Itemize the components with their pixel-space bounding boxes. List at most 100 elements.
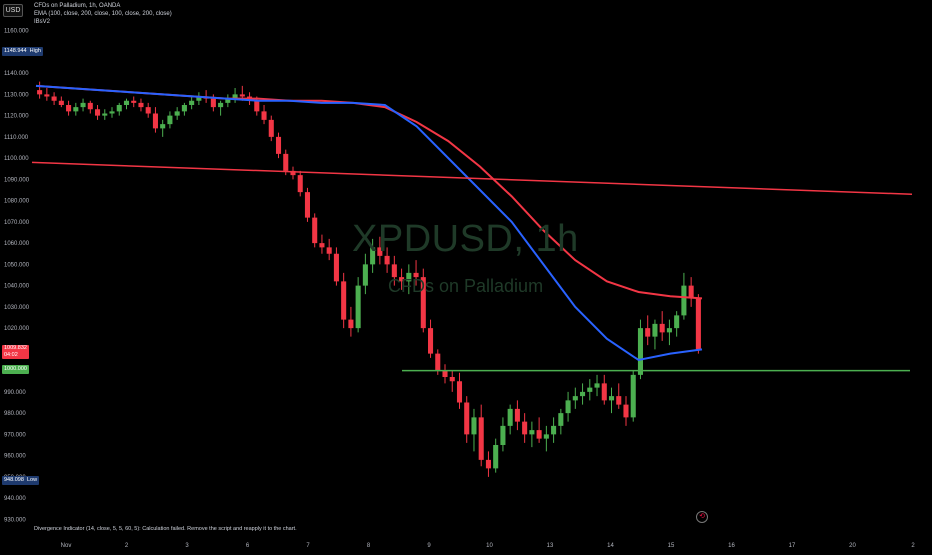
y-tick-label: 1100.000 — [4, 156, 29, 162]
candle-body — [608, 396, 615, 401]
candle-body — [616, 396, 622, 405]
candle-body — [536, 430, 542, 439]
candle-body — [370, 247, 376, 265]
candle-body — [507, 408, 513, 426]
candle-body — [580, 391, 586, 397]
candle-body — [145, 107, 151, 114]
candle-body — [623, 404, 629, 418]
ibs-indicator-label[interactable]: IBsV2 — [34, 19, 51, 25]
candle-body — [551, 425, 557, 435]
y-tick-label: 1030.000 — [4, 305, 30, 311]
candle-body — [543, 434, 549, 439]
x-tick-label: 15 — [668, 543, 675, 549]
candle-body — [493, 445, 499, 469]
currency-button[interactable]: USD — [3, 4, 23, 17]
chart-legend: CFDs on Palladium, 1h, OANDA EMA (100, c… — [34, 2, 172, 26]
candle-body — [131, 100, 137, 103]
candle-body — [275, 136, 282, 154]
x-tick-label: 14 — [607, 543, 614, 549]
candle-body — [66, 105, 72, 112]
y-tick-label: 980.000 — [4, 411, 26, 417]
candle-body — [478, 417, 484, 460]
candle-body — [572, 396, 578, 401]
candle-body — [225, 98, 231, 103]
current-value: 1009.832 — [4, 345, 27, 351]
candle-body — [565, 400, 571, 414]
x-tick-label: 17 — [789, 543, 796, 549]
candle-body — [630, 374, 636, 418]
symbol-title[interactable]: CFDs on Palladium, 1h, OANDA — [34, 3, 121, 9]
candle-body — [210, 98, 216, 108]
candle-body — [449, 377, 455, 382]
candle-body — [362, 264, 368, 286]
replay-icon[interactable]: ⟲ — [696, 511, 708, 523]
current-price-label: 1009.832 04:02 — [2, 345, 29, 359]
candle-body — [594, 383, 600, 388]
candle-body — [695, 298, 701, 350]
high-value: 1148.944 — [4, 48, 27, 54]
y-tick-label: 1060.000 — [4, 241, 30, 247]
candle-body — [500, 425, 506, 445]
candle-body — [333, 253, 339, 282]
candle-body — [522, 421, 528, 435]
candle-body — [529, 430, 535, 435]
candle-body — [420, 277, 426, 329]
ema100-line — [35, 84, 703, 362]
candle-body — [152, 113, 158, 129]
y-tick-label: 1020.000 — [4, 326, 30, 332]
ema-indicator-label[interactable]: EMA (100, close, 200, close, 100, close,… — [34, 11, 172, 17]
candle-body — [218, 102, 224, 108]
candle-body — [37, 90, 43, 95]
high-price-label: 1148.944 High — [2, 47, 43, 56]
x-tick-label: 10 — [486, 543, 493, 549]
y-tick-label: 1080.000 — [4, 199, 30, 205]
candle-body — [558, 413, 564, 426]
y-tick-label: 960.000 — [4, 454, 26, 460]
x-tick-label: 2 — [125, 543, 129, 549]
candle-body — [399, 277, 405, 282]
x-tick-label: 13 — [547, 543, 554, 549]
candle-body — [290, 170, 296, 176]
candle-body — [44, 94, 50, 97]
candle-body — [167, 115, 173, 125]
candle-body — [254, 100, 260, 112]
x-tick-label: 7 — [306, 543, 310, 549]
candle-body — [160, 124, 166, 129]
candle-body — [427, 328, 434, 354]
candle-body — [413, 272, 419, 278]
candle-body — [312, 217, 318, 244]
candle-body — [348, 319, 354, 329]
candle-body — [674, 315, 680, 329]
divergence-error-note: Divergence Indicator (14, close, 5, 5, 6… — [34, 526, 297, 532]
trendline — [31, 161, 913, 195]
x-tick-label: 16 — [728, 543, 735, 549]
x-tick-label: 3 — [185, 543, 189, 549]
x-tick-label: 20 — [849, 543, 856, 549]
candle-body — [196, 96, 202, 101]
candle-body — [688, 285, 694, 299]
candle-body — [80, 102, 86, 108]
candle-body — [391, 264, 397, 278]
candle-body — [239, 94, 245, 97]
y-tick-label: 1070.000 — [4, 220, 30, 226]
candle-body — [181, 105, 187, 112]
x-tick-label: 2 — [911, 543, 915, 549]
low-value: 948.098 — [4, 477, 24, 483]
support-price-label: 1000.000 — [2, 365, 29, 374]
candle-body — [102, 113, 108, 116]
y-tick-label: 1130.000 — [4, 92, 29, 98]
candle-body — [341, 281, 347, 320]
candle-body — [406, 272, 412, 282]
candle-body — [681, 285, 687, 316]
candle-body — [109, 111, 115, 114]
candle-body — [355, 285, 361, 329]
x-tick-label: 9 — [427, 543, 431, 549]
candle-body — [304, 192, 311, 218]
candle-body — [485, 459, 491, 469]
candle-body — [442, 370, 448, 377]
ema200-line — [35, 84, 703, 300]
x-tick-label: 6 — [246, 543, 250, 549]
candle-body — [297, 175, 303, 193]
